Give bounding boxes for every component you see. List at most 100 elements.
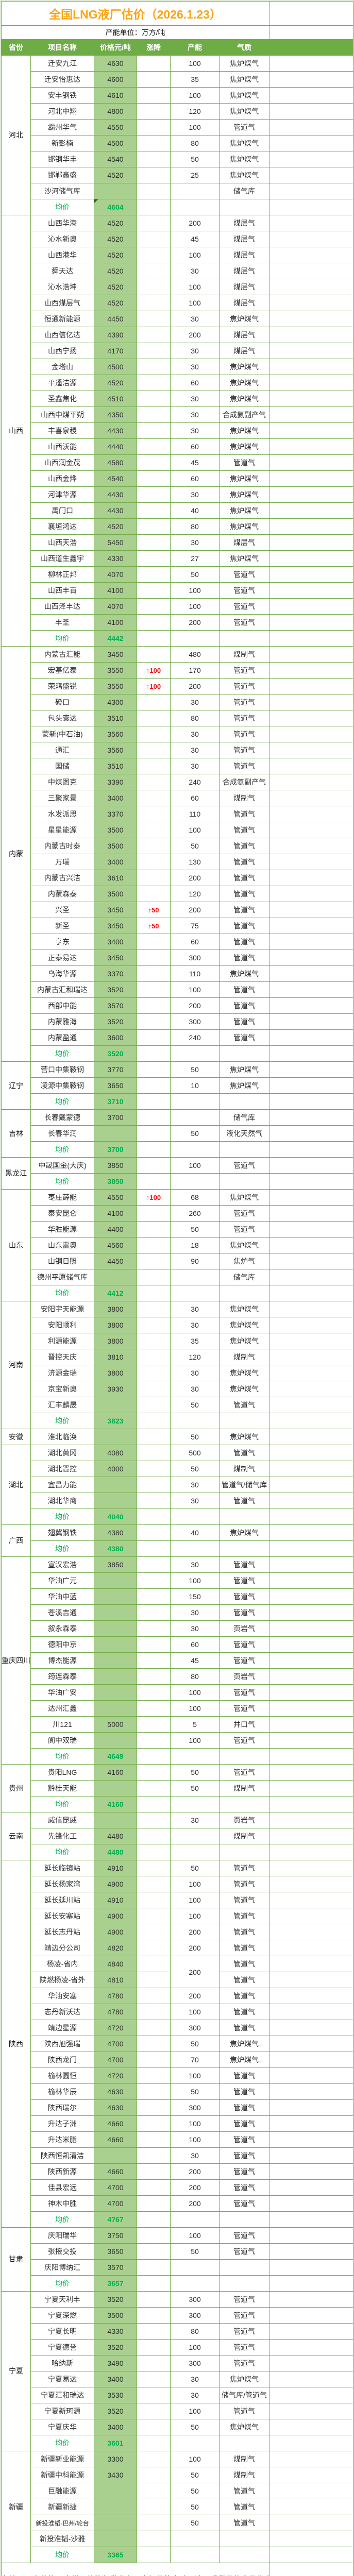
change-cell <box>137 2020 171 2036</box>
gas-type-cell: 管道气 <box>220 1924 269 1940</box>
average-label-cell: 均价 <box>31 1094 94 1110</box>
capacity-cell: 100 <box>171 295 220 311</box>
header-province: 省份 <box>2 40 31 56</box>
average-price-cell: 3850 <box>94 1174 137 1190</box>
capacity-cell: 18 <box>171 1238 220 1253</box>
province-cell: 吉林 <box>2 1110 31 1158</box>
plant-name-cell: 霸州华气 <box>31 120 94 135</box>
change-cell <box>137 359 171 375</box>
change-cell <box>137 1525 171 1541</box>
capacity-cell: 30 <box>171 1365 220 1381</box>
plant-name-cell: 济源金瑞 <box>31 1365 94 1381</box>
gas-type-cell: 煤层气 <box>220 215 269 231</box>
gas-type-cell: 储气库 <box>220 183 269 199</box>
province-cell: 山西 <box>2 215 31 647</box>
plant-name-cell: 陕西瑞尔 <box>31 2100 94 2116</box>
change-cell <box>137 854 171 870</box>
plant-name-cell: 舜天达 <box>31 263 94 279</box>
change-cell <box>137 72 171 88</box>
capacity-cell: 30 <box>171 1477 220 1493</box>
capacity-cell: 30 <box>171 1812 220 1828</box>
change-cell <box>137 1333 171 1349</box>
blank-cell <box>269 1349 353 1365</box>
blank-cell <box>269 1445 353 1461</box>
change-cell <box>137 2276 171 2292</box>
plant-name-cell: 山西道生鑫宇 <box>31 551 94 567</box>
gas-type-cell: 管道气 <box>220 710 269 726</box>
change-cell <box>137 1541 171 1557</box>
capacity-cell: 30 <box>171 391 220 407</box>
province-cell: 贵州 <box>2 1765 31 1812</box>
capacity-cell: 100 <box>171 120 220 135</box>
plant-name-cell: 苍溪吉通 <box>31 1605 94 1621</box>
average-label-cell: 均价 <box>31 2212 94 2228</box>
gas-type-cell: 管道气 <box>220 1573 269 1589</box>
change-cell <box>137 1876 171 1892</box>
gas-type-cell: 焦炉煤气 <box>220 311 269 327</box>
capacity-cell: 30 <box>171 487 220 503</box>
plant-name-cell: 水发派思 <box>31 806 94 822</box>
price-cell: 3800 <box>94 1317 137 1333</box>
plant-name-cell: 阆中双瑞 <box>31 1733 94 1749</box>
change-cell <box>137 2467 171 2483</box>
price-cell: 4380 <box>94 1525 137 1541</box>
price-cell: 4660 <box>94 2132 137 2148</box>
header-gas-type: 气质 <box>220 40 269 56</box>
change-cell <box>137 2515 171 2531</box>
plant-name-cell: 靖边分公司 <box>31 1940 94 1956</box>
plant-name-cell: 山西信亿达 <box>31 327 94 343</box>
gas-type-cell <box>220 1174 269 1190</box>
plant-name-cell: 河北中翔 <box>31 104 94 120</box>
change-cell <box>137 1365 171 1381</box>
gas-type-cell: 焦炉煤气 <box>220 1317 269 1333</box>
cell-note-marker <box>94 199 98 203</box>
average-price-cell: 4412 <box>94 1285 137 1301</box>
gas-type-cell: 管道气 <box>220 694 269 710</box>
change-cell <box>137 774 171 790</box>
gas-type-cell <box>220 1142 269 1158</box>
average-label-cell: 均价 <box>31 1797 94 1812</box>
price-cell: 4520 <box>94 295 137 311</box>
price-cell: 4660 <box>94 2164 137 2180</box>
gas-type-cell: 管道气 <box>220 806 269 822</box>
capacity-cell <box>171 1110 220 1126</box>
capacity-cell: 30 <box>171 1301 220 1317</box>
capacity-cell: 300 <box>171 950 220 966</box>
change-cell <box>137 2531 171 2547</box>
blank-cell <box>269 1876 353 1892</box>
change-cell <box>137 599 171 615</box>
change-cell <box>137 838 171 854</box>
price-cell: 3520 <box>94 2292 137 2308</box>
change-cell <box>137 327 171 343</box>
change-cell <box>137 295 171 311</box>
province-cell: 辽宁 <box>2 1062 31 1110</box>
price-cell: 4520 <box>94 231 137 247</box>
price-cell: 3770 <box>94 1062 137 1078</box>
change-cell <box>137 2116 171 2132</box>
gas-type-cell: 管道气/储气库 <box>220 1477 269 1493</box>
plant-name-cell: 沁水新奥 <box>31 231 94 247</box>
gas-type-cell: 煤层气 <box>220 247 269 263</box>
capacity-cell: 200 <box>171 327 220 343</box>
gas-type-cell: 管道气 <box>220 838 269 854</box>
gas-type-cell: 焦炉煤气 <box>220 1301 269 1317</box>
gas-type-cell: 管道气 <box>220 854 269 870</box>
blank-cell <box>269 423 353 439</box>
gas-type-cell: 煤层气 <box>220 327 269 343</box>
change-cell <box>137 886 171 902</box>
capacity-cell: 100 <box>171 1573 220 1589</box>
capacity-cell: 150 <box>171 1589 220 1605</box>
capacity-cell: 80 <box>171 135 220 151</box>
